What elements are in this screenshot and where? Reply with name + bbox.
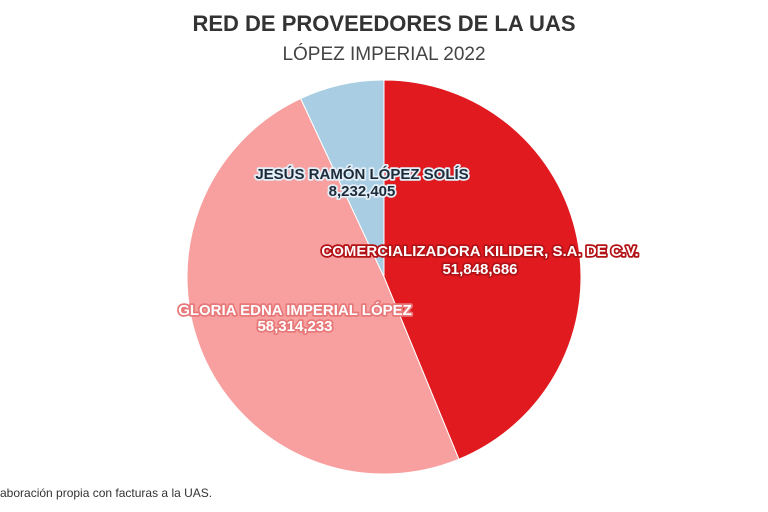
chart-subtitle: LÓPEZ IMPERIAL 2022 xyxy=(282,43,485,65)
slice-value: 51,848,686 xyxy=(442,261,517,278)
pie-slice xyxy=(383,79,582,460)
slice-label: COMERCIALIZADORA KILIDER, S.A. DE C.V. xyxy=(321,243,638,260)
pie-slice xyxy=(299,79,385,278)
labels: COMERCIALIZADORA KILIDER, S.A. DE C.V.51… xyxy=(176,163,640,337)
pie-slice xyxy=(186,97,460,475)
chart-title: RED DE PROVEEDORES DE LA UAS xyxy=(192,11,575,36)
footer: aboración propia con facturas a la UAS. xyxy=(0,486,212,500)
slice-label: GLORIA EDNA IMPERIAL LÓPEZ xyxy=(178,301,412,319)
pie xyxy=(186,79,582,475)
slice-label: JESÚS RAMÓN LÓPEZ SOLÍS xyxy=(255,165,468,183)
slice-value: 58,314,233 xyxy=(257,318,332,335)
slice-value: 8,232,405 xyxy=(329,183,396,200)
